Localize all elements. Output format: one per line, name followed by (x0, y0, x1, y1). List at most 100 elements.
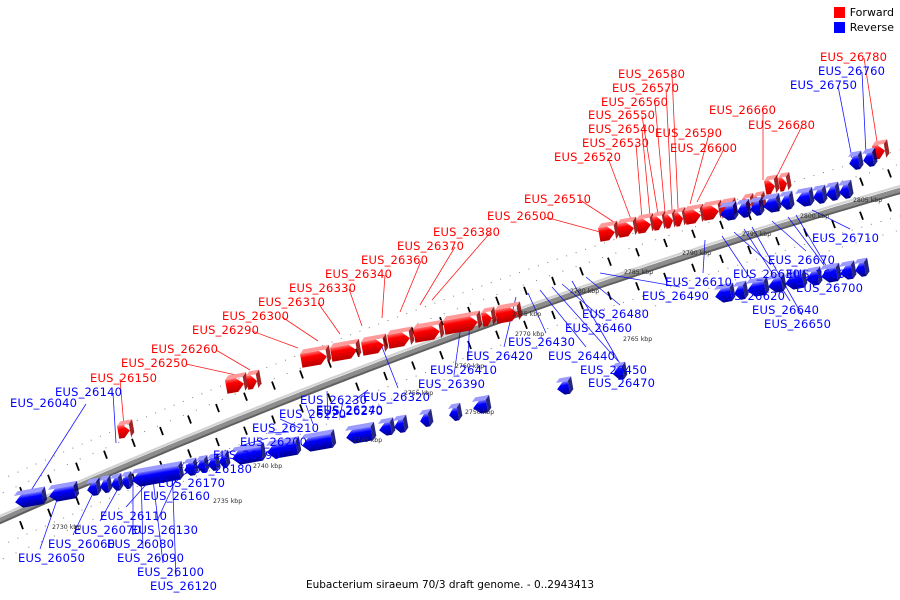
gene-arrow[interactable] (447, 402, 463, 422)
gene-arrow[interactable] (442, 310, 483, 335)
gene-arrow[interactable] (182, 457, 199, 477)
gene-arrow[interactable] (763, 174, 780, 195)
gene-arrow[interactable] (206, 452, 221, 472)
gene-arrow[interactable] (611, 361, 628, 381)
gene-label[interactable]: EUS_26050 (18, 551, 86, 565)
gene-arrow[interactable] (555, 376, 574, 396)
gene-label[interactable]: EUS_26130 (131, 523, 199, 537)
gene-label[interactable]: EUS_26080 (107, 537, 175, 551)
gene-arrow[interactable] (811, 184, 828, 205)
gene-label[interactable]: EUS_26530 (582, 136, 650, 150)
gene-arrow[interactable] (299, 344, 332, 368)
gene-label[interactable]: EUS_26710 (812, 231, 880, 245)
gene-arrow[interactable] (494, 301, 523, 324)
gene-arrow[interactable] (471, 394, 492, 415)
gene-arrow[interactable] (85, 477, 102, 497)
gene-label[interactable]: EUS_26160 (143, 489, 211, 503)
gene-arrow[interactable] (766, 272, 787, 294)
gene-arrow[interactable] (217, 450, 231, 469)
gene-label[interactable]: EUS_26340 (325, 267, 393, 281)
gene-label[interactable]: EUS_26150 (90, 371, 158, 385)
gene-label[interactable]: EUS_26220 (279, 407, 347, 421)
gene-label[interactable]: EUS_26680 (748, 118, 816, 132)
gene-label[interactable]: EUS_26100 (137, 565, 205, 579)
gene-label[interactable]: EUS_26510 (524, 192, 592, 206)
gene-label[interactable]: EUS_26390 (418, 377, 486, 391)
gene-label[interactable]: EUS_26440 (548, 349, 616, 363)
gene-arrow[interactable] (861, 147, 878, 168)
gene-arrow[interactable] (109, 472, 124, 492)
gene-label[interactable]: EUS_26540 (588, 122, 656, 136)
gene-label[interactable]: EUS_26600 (670, 141, 738, 155)
gene-label[interactable]: EUS_26420 (466, 349, 534, 363)
gene-label[interactable]: EUS_26360 (361, 253, 429, 267)
gene-arrow[interactable] (718, 200, 739, 222)
gene-arrow[interactable] (344, 421, 377, 445)
gene-arrow[interactable] (804, 266, 823, 287)
gene-arrow[interactable] (230, 442, 267, 466)
gene-label[interactable]: EUS_26700 (796, 281, 864, 295)
gene-label[interactable]: EUS_26750 (790, 78, 858, 92)
gene-label[interactable]: EUS_26560 (601, 95, 669, 109)
gene-arrow[interactable] (418, 408, 434, 428)
gene-arrow[interactable] (120, 471, 134, 490)
gene-arrow[interactable] (480, 306, 497, 327)
gene-label[interactable]: EUS_26610 (665, 275, 733, 289)
gene-label[interactable]: EUS_26200 (240, 435, 308, 449)
gene-arrow[interactable] (748, 196, 765, 217)
gene-label[interactable]: EUS_26590 (655, 126, 723, 140)
gene-arrow[interactable] (838, 260, 857, 281)
gene-label[interactable]: EUS_26470 (588, 376, 656, 390)
gene-label[interactable]: EUS_26040 (10, 396, 78, 410)
gene-arrow[interactable] (386, 326, 415, 349)
gene-arrow[interactable] (300, 429, 337, 453)
gene-label[interactable]: EUS_26500 (487, 209, 555, 223)
gene-arrow[interactable] (732, 280, 749, 301)
gene-label[interactable]: EUS_26310 (258, 295, 326, 309)
gene-arrow[interactable] (224, 372, 249, 394)
gene-label[interactable]: EUS_26430 (508, 335, 576, 349)
gene-arrow[interactable] (745, 276, 770, 298)
gene-arrow[interactable] (195, 454, 210, 474)
gene-arrow[interactable] (853, 257, 870, 278)
gene-label[interactable]: EUS_26230 (300, 393, 368, 407)
gene-arrow[interactable] (783, 269, 808, 291)
gene-label[interactable]: EUS_26110 (100, 509, 168, 523)
gene-arrow[interactable] (13, 486, 48, 509)
gene-arrow[interactable] (713, 282, 736, 304)
gene-arrow[interactable] (701, 199, 724, 221)
gene-label[interactable]: EUS_26190 (213, 448, 281, 462)
gene-arrow[interactable] (616, 216, 639, 238)
gene-label[interactable]: EUS_26330 (289, 281, 357, 295)
gene-label[interactable]: EUS_26410 (430, 363, 498, 377)
gene-label[interactable]: EUS_26380 (433, 225, 501, 239)
gene-arrow[interactable] (837, 179, 854, 200)
gene-label[interactable]: EUS_26580 (618, 67, 686, 81)
gene-arrow[interactable] (360, 333, 389, 356)
gene-label[interactable]: EUS_26060 (48, 537, 116, 551)
gene-label[interactable]: EUS_26620 (718, 289, 786, 303)
gene-label[interactable]: EUS_26070 (74, 523, 142, 537)
gene-arrow[interactable] (761, 192, 782, 214)
gene-label[interactable]: EUS_26670 (768, 253, 836, 267)
gene-arrow[interactable] (98, 474, 113, 494)
gene-label[interactable]: EUS_26570 (612, 81, 680, 95)
gene-label[interactable]: EUS_26650 (764, 317, 832, 331)
gene-arrow[interactable] (265, 436, 302, 460)
gene-label[interactable]: EUS_26780 (820, 50, 888, 64)
gene-arrow[interactable] (47, 480, 80, 503)
gene-label[interactable]: EUS_26550 (588, 108, 656, 122)
gene-arrow[interactable] (824, 181, 841, 202)
gene-label[interactable]: EUS_26120 (150, 579, 218, 593)
gene-label[interactable]: EUS_26240 (316, 403, 384, 417)
gene-label[interactable]: EUS_26090 (117, 551, 185, 565)
gene-label[interactable]: EUS_26450 (580, 363, 648, 377)
gene-arrow[interactable] (778, 190, 795, 211)
gene-arrow[interactable] (735, 198, 752, 219)
gene-arrow[interactable] (412, 319, 445, 343)
gene-label[interactable]: EUS_26170 (158, 476, 226, 490)
gene-label[interactable]: EUS_26140 (55, 385, 123, 399)
gene-label[interactable]: EUS_26210 (252, 421, 320, 435)
gene-arrow[interactable] (597, 220, 620, 242)
gene-label[interactable]: EUS_26480 (582, 307, 650, 321)
